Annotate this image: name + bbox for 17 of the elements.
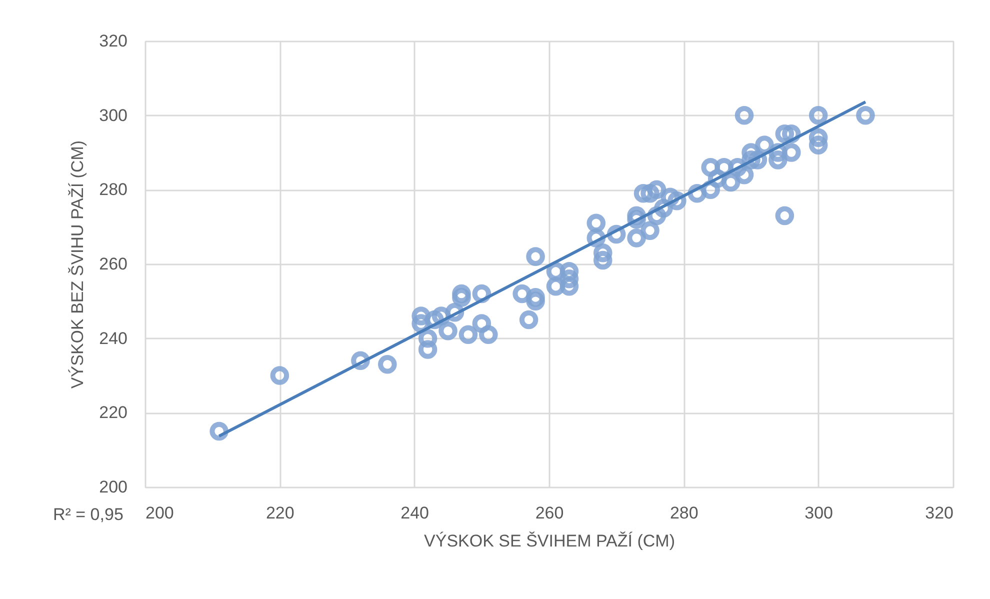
x-tick-label: 300 bbox=[804, 504, 834, 522]
y-tick-label: 240 bbox=[99, 328, 128, 348]
x-axis-title: VÝSKOK SE ŠVIHEM PAŽÍ (CM) bbox=[424, 532, 675, 550]
y-tick-label: 280 bbox=[99, 180, 128, 200]
y-tick-label: 300 bbox=[99, 106, 128, 125]
y-tick-label: 320 bbox=[99, 32, 128, 50]
text: R² = 0,95 bbox=[53, 505, 124, 524]
x-tick-label: 200 bbox=[146, 504, 174, 522]
x-tick-label: 220 bbox=[266, 504, 294, 522]
y-tick-label: 220 bbox=[99, 403, 128, 422]
x-tick-label: 260 bbox=[535, 504, 564, 522]
y-axis-title: VÝSKOK BEZ ŠVIHU PAŽÍ (CM) bbox=[68, 140, 88, 389]
x-tick-label: 280 bbox=[670, 504, 698, 522]
y-tick-label: 200 bbox=[99, 478, 128, 496]
x-tick-label: 320 bbox=[925, 504, 954, 522]
x-tick-label: 240 bbox=[400, 504, 430, 522]
y-tick-label: 260 bbox=[99, 254, 128, 274]
